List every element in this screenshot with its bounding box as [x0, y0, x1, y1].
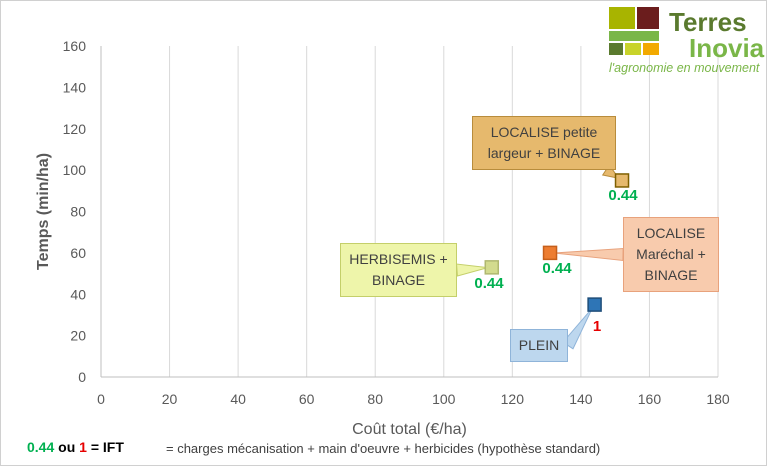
callout-pointer: [562, 307, 593, 350]
y-tick-label: 100: [63, 162, 87, 178]
ift-legend-or: ou: [58, 439, 76, 455]
callout-pointer: [553, 247, 624, 262]
data-point-marker: [542, 245, 558, 261]
ift-legend-value-a: 0.44: [27, 439, 55, 455]
callout-line: Maréchal +: [636, 246, 706, 262]
x-tick-label: 120: [501, 391, 525, 407]
y-tick-label: 40: [70, 286, 86, 302]
ift-data-label: 1: [593, 318, 601, 335]
x-tick-label: 180: [706, 391, 730, 407]
callout-line: LOCALISE: [636, 225, 706, 241]
ift-data-label: 0.44: [542, 260, 572, 277]
point-callout: PLEIN: [510, 329, 568, 362]
logo-word-inovia: Inovia: [689, 33, 765, 63]
y-axis-title: Temps (min/ha): [35, 153, 52, 270]
x-tick-label: 0: [97, 391, 105, 407]
callout-line: HERBISEMIS +: [349, 251, 448, 267]
y-tick-label: 160: [63, 38, 87, 54]
x-tick-label: 40: [230, 391, 246, 407]
y-tick-label: 20: [70, 328, 86, 344]
y-tick-label: 0: [78, 369, 86, 385]
x-tick-label: 140: [569, 391, 593, 407]
data-point-marker: [614, 173, 630, 188]
data-point-marker: [587, 297, 602, 312]
x-tick-label: 20: [162, 391, 178, 407]
grid-layer: [169, 46, 719, 377]
ift-legend-label: = IFT: [90, 439, 124, 455]
point-callout: LOCALISE Maréchal + BINAGE: [623, 217, 719, 292]
callout-line: PLEIN: [518, 337, 560, 353]
terres-inovia-logo: Terres Inovia l'agronomie en mouvement: [607, 7, 765, 75]
x-axis-title: Coût total (€/ha): [352, 421, 467, 438]
x-tick-label: 160: [638, 391, 662, 407]
callout-line: BINAGE: [644, 267, 698, 283]
axis-layer: 0 20 40 60 80 100 120 140 160 0 20 40 60 80 100 120 140 1…: [35, 38, 730, 438]
x-tick-label: 100: [432, 391, 456, 407]
callout-pointer: [456, 263, 488, 277]
data-point-marker: [484, 260, 500, 275]
x-tick-label: 80: [367, 391, 383, 407]
y-tick-label: 120: [63, 121, 87, 137]
point-callout: LOCALISE petite largeur + BINAGE: [472, 116, 616, 170]
callout-line: largeur + BINAGE: [487, 145, 601, 161]
y-tick-label: 60: [70, 245, 86, 261]
callout-line: LOCALISE petite: [490, 124, 598, 140]
ift-legend: 0.44 ou 1 = IFT: [27, 439, 124, 455]
cost-footnote: = charges mécanisation + main d'oeuvre +…: [166, 441, 601, 456]
mark-layer: 0.44 0.44 0.44 1: [456, 164, 638, 350]
callout-line: BINAGE: [372, 272, 425, 288]
logo-mark-icon: [609, 7, 659, 55]
point-callout: HERBISEMIS + BINAGE: [340, 243, 457, 297]
ift-legend-value-b: 1: [79, 439, 87, 455]
callout-pointer: [601, 164, 620, 180]
y-tick-label: 80: [70, 204, 86, 220]
x-tick-label: 60: [299, 391, 315, 407]
logo-tagline: l'agronomie en mouvement: [609, 61, 760, 75]
logo-word-terres: Terres: [669, 7, 747, 37]
ift-data-label: 0.44: [608, 187, 638, 204]
y-tick-label: 140: [63, 79, 87, 95]
ift-data-label: 0.44: [474, 275, 504, 292]
